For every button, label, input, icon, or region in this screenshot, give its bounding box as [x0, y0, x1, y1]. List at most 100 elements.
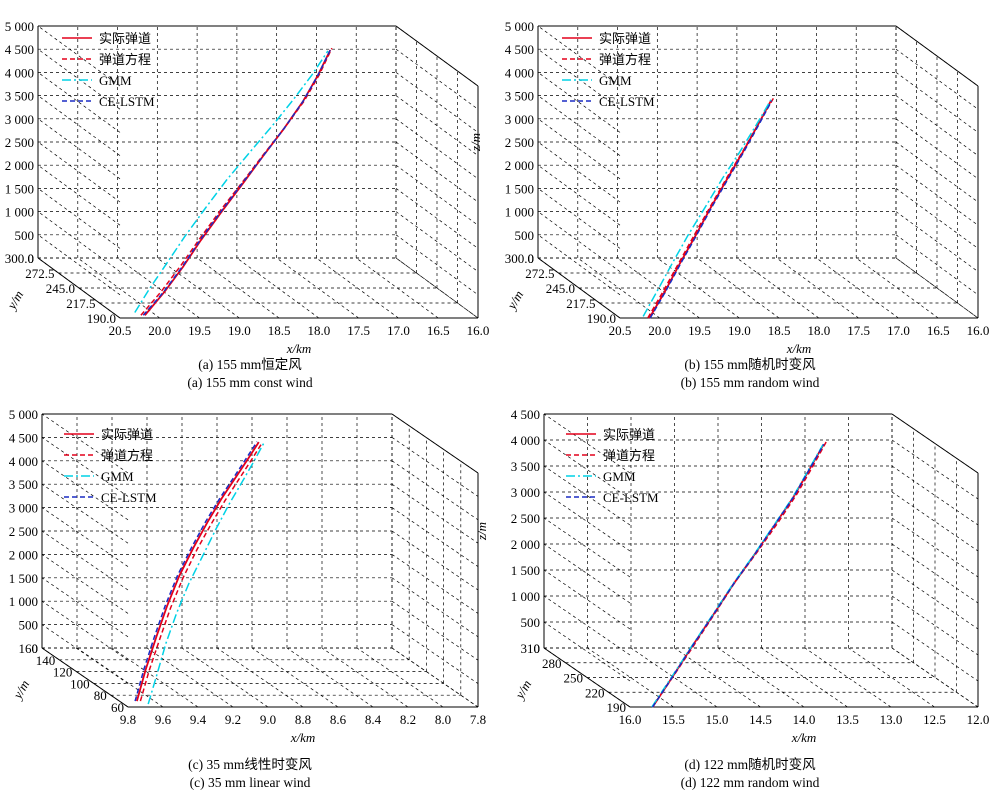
z-tick-label: 500	[15, 228, 35, 243]
x-tick-label: 17.0	[887, 323, 910, 338]
chart-panel-d: 16.0 15.5 15.0 14.5 14.0 13.5 13.0 12.5 12.0 190 2…	[474, 398, 1000, 796]
z-tick-label: 2 000	[5, 158, 34, 173]
series-line-3	[651, 444, 824, 708]
x-tick-label: 15.5	[662, 712, 685, 727]
series-lines	[651, 441, 827, 708]
caption-cn-b: (b) 155 mm随机时变风	[684, 357, 816, 372]
x-tick-label: 12.0	[967, 712, 990, 727]
y-tick-label: 272.5	[25, 266, 54, 281]
z-tick-label: 3 000	[505, 112, 534, 127]
axis-frame	[537, 25, 979, 319]
y-tick-label: 250	[564, 671, 584, 686]
caption-cn-c: (c) 35 mm线性时变风	[188, 757, 312, 772]
z-tick-label: 4 500	[505, 42, 534, 57]
z-tick-label: 3 500	[9, 477, 38, 492]
z-tick-label: 4 500	[511, 407, 540, 422]
y-tick-label: 140	[36, 653, 56, 668]
y-tick-label: 80	[94, 688, 107, 703]
z-tick-label: 500	[515, 228, 535, 243]
series-line-2	[140, 47, 333, 316]
y-tick-label: 100	[70, 676, 90, 691]
z-tick-label: 5 000	[5, 19, 34, 34]
x-tick-label: 8.0	[435, 712, 451, 727]
z-tick-label: 1 500	[5, 181, 34, 196]
series-line-3	[134, 50, 329, 313]
z-tick-label: 2 500	[505, 135, 534, 150]
grid	[537, 25, 979, 319]
z-tick-label: 3 500	[505, 89, 534, 104]
x-tick-label: 8.2	[400, 712, 416, 727]
grid	[37, 25, 479, 319]
y-tick-label: 272.5	[525, 266, 554, 281]
z-tick-label: 0	[528, 251, 535, 266]
legend-label: 实际弹道	[599, 31, 651, 46]
legend-label: GMM	[101, 469, 134, 484]
legend-label: CE-LSTM	[603, 490, 659, 505]
x-tick-label: 18.0	[808, 323, 831, 338]
z-axis-label: z/m	[474, 522, 489, 541]
z-tick-label: 4 000	[505, 65, 534, 80]
x-tick-label: 19.0	[728, 323, 751, 338]
x-tick-label: 9.6	[155, 712, 172, 727]
z-tick-label: 4 500	[5, 42, 34, 57]
x-tick-label: 18.5	[268, 323, 291, 338]
series-line-4	[649, 100, 773, 319]
y-tick-label: 220	[585, 685, 605, 700]
series-line-3	[147, 442, 265, 705]
x-tick-label: 16.0	[619, 712, 642, 727]
x-tick-label: 16.0	[467, 323, 490, 338]
chart-b-svg: 20.5 20.0 19.5 19.0 18.5 18.0 17.5 17.0 16.5 16.0…	[468, 19, 989, 356]
x-tick-label: 16.5	[427, 323, 450, 338]
z-tick-label: 3 000	[9, 501, 38, 516]
z-tick-label: 0	[28, 251, 35, 266]
legend-label: CE-LSTM	[101, 490, 157, 505]
z-tick-label: 5 000	[505, 19, 534, 34]
legend-label: 弹道方程	[599, 52, 651, 67]
legend-label: 弹道方程	[603, 448, 655, 463]
y-axis-label: y/m	[511, 677, 534, 702]
caption-en-a: (a) 155 mm const wind	[187, 375, 313, 390]
series-lines	[642, 96, 775, 319]
y-axis-label: y/m	[3, 288, 26, 313]
z-tick-label: 500	[521, 615, 541, 630]
series-line-4	[142, 49, 331, 316]
z-tick-label: 1 000	[505, 205, 534, 220]
z-tick-label: 1 000	[5, 205, 34, 220]
z-tick-label: 3 000	[511, 485, 540, 500]
x-axis-label: x/km	[786, 341, 812, 356]
x-tick-label: 8.4	[365, 712, 382, 727]
z-tick-label: 1 000	[511, 589, 540, 604]
x-tick-label: 13.0	[880, 712, 903, 727]
y-tick-label: 245.0	[46, 281, 75, 296]
series-line-4	[134, 441, 258, 702]
series-lines	[134, 47, 333, 316]
chart-panel-a: 20.5 20.0 19.5 19.0 18.5 18.0 17.5 17.0 16.5 16.0…	[0, 0, 500, 398]
x-tick-label: 16.5	[927, 323, 950, 338]
x-tick-label: 20.5	[109, 323, 132, 338]
y-tick-label: 120	[53, 665, 73, 680]
x-tick-label: 9.4	[190, 712, 207, 727]
x-tick-label: 20.0	[148, 323, 171, 338]
series-line-2	[139, 442, 263, 702]
y-tick-label: 60	[111, 700, 124, 715]
chart-c-svg: 9.8 9.6 9.4 9.2 9.0 8.8 8.6 8.4 8.2 8.0 7.8 60 80 100…	[9, 407, 486, 745]
z-tick-label: 4 000	[511, 433, 540, 448]
x-tick-label: 19.5	[188, 323, 211, 338]
x-tick-label: 7.8	[470, 712, 486, 727]
x-tick-label: 13.5	[836, 712, 859, 727]
legend-label: 弹道方程	[99, 52, 151, 67]
z-tick-label: 0	[534, 641, 541, 656]
chart-a-svg: 20.5 20.0 19.5 19.0 18.5 18.0 17.5 17.0 16.5 16.0…	[3, 19, 490, 356]
y-tick-label: 217.5	[566, 296, 595, 311]
z-tick-label: 4 000	[5, 65, 34, 80]
x-tick-label: 15.0	[706, 712, 729, 727]
legend-label: GMM	[603, 469, 636, 484]
z-tick-label: 4 000	[9, 454, 38, 469]
series-line-3	[642, 99, 772, 317]
legend-label: 弹道方程	[101, 448, 153, 463]
z-axis-label: z/m	[468, 133, 483, 152]
x-axis-label: x/km	[286, 341, 312, 356]
